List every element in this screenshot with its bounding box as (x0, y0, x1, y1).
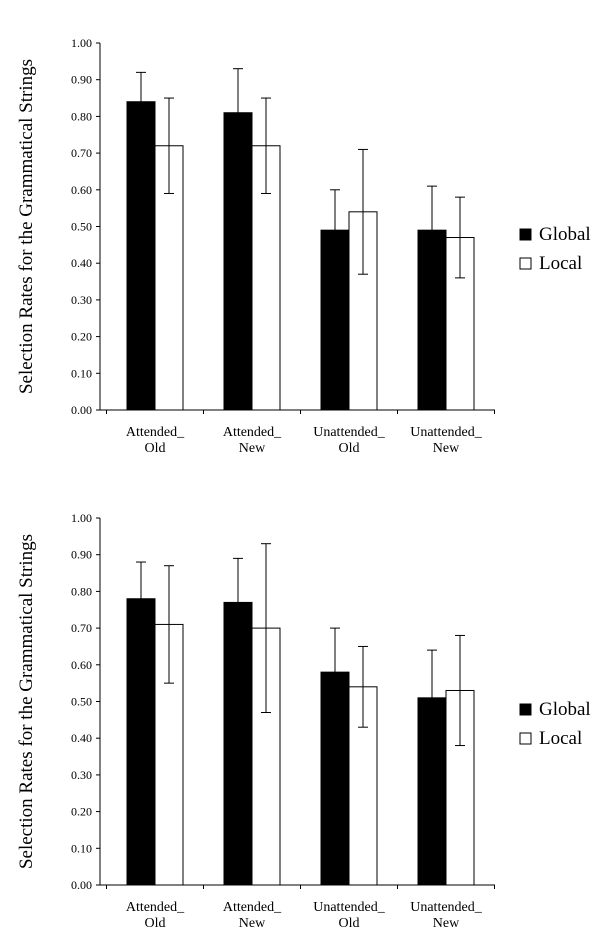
legend-label-local: Local (539, 728, 582, 749)
y-tick-label: 0.60 (71, 183, 92, 197)
y-tick-label: 0.80 (71, 584, 92, 598)
y-tick-label: 0.50 (71, 220, 92, 234)
y-tick-label: 1.00 (71, 511, 92, 525)
y-tick-label: 0.40 (71, 256, 92, 270)
y-tick-label: 0.80 (71, 109, 92, 123)
x-tick-label: Attended_ (223, 900, 282, 915)
y-tick-label: 0.70 (71, 146, 92, 160)
bar-global-0 (126, 598, 156, 886)
y-tick-label: 0.90 (71, 548, 92, 562)
legend-swatch-local (519, 732, 532, 745)
y-tick-label: 0.50 (71, 695, 92, 709)
x-tick-label: Attended_ (223, 425, 282, 440)
y-tick-label: 0.30 (71, 293, 92, 307)
x-tick-label: Unattended_ (410, 900, 483, 915)
y-tick-label: 0.00 (71, 403, 92, 417)
y-tick-label: 0.10 (71, 366, 92, 380)
bar-global-1 (223, 112, 253, 411)
bar-global-1 (223, 601, 253, 886)
y-tick-label: 0.00 (71, 878, 92, 892)
legend-label-global: Global (539, 224, 591, 245)
x-tick-label: New (433, 916, 460, 931)
x-tick-label: Attended_ (126, 900, 185, 915)
y-tick-label: 0.20 (71, 805, 92, 819)
bar-chart-top: Selection Rates for the Grammatical Stri… (16, 36, 591, 456)
x-tick-label: Unattended_ (313, 425, 386, 440)
legend-swatch-global (519, 228, 532, 241)
x-tick-label: Old (145, 916, 166, 931)
legend-label-global: Global (539, 699, 591, 720)
y-tick-label: 0.30 (71, 768, 92, 782)
x-tick-label: New (239, 441, 266, 456)
y-axis-title: Selection Rates for the Grammatical Stri… (16, 59, 37, 394)
y-tick-label: 1.00 (71, 36, 92, 50)
bar-global-0 (126, 101, 156, 411)
y-tick-label: 0.20 (71, 330, 92, 344)
y-tick-label: 0.90 (71, 73, 92, 87)
x-tick-label: New (239, 916, 266, 931)
x-tick-label: Old (145, 441, 166, 456)
y-axis-title: Selection Rates for the Grammatical Stri… (16, 534, 37, 869)
y-tick-label: 0.40 (71, 731, 92, 745)
legend-label-local: Local (539, 253, 582, 274)
bar-chart-bottom: Selection Rates for the Grammatical Stri… (16, 511, 591, 931)
y-tick-label: 0.10 (71, 841, 92, 855)
legend-swatch-global (519, 703, 532, 716)
legend-swatch-local (519, 257, 532, 270)
y-tick-label: 0.60 (71, 658, 92, 672)
x-tick-label: Old (339, 916, 360, 931)
x-tick-label: Unattended_ (313, 900, 386, 915)
x-tick-label: New (433, 441, 460, 456)
x-tick-label: Attended_ (126, 425, 185, 440)
y-tick-label: 0.70 (71, 621, 92, 635)
x-tick-label: Old (339, 441, 360, 456)
x-tick-label: Unattended_ (410, 425, 483, 440)
